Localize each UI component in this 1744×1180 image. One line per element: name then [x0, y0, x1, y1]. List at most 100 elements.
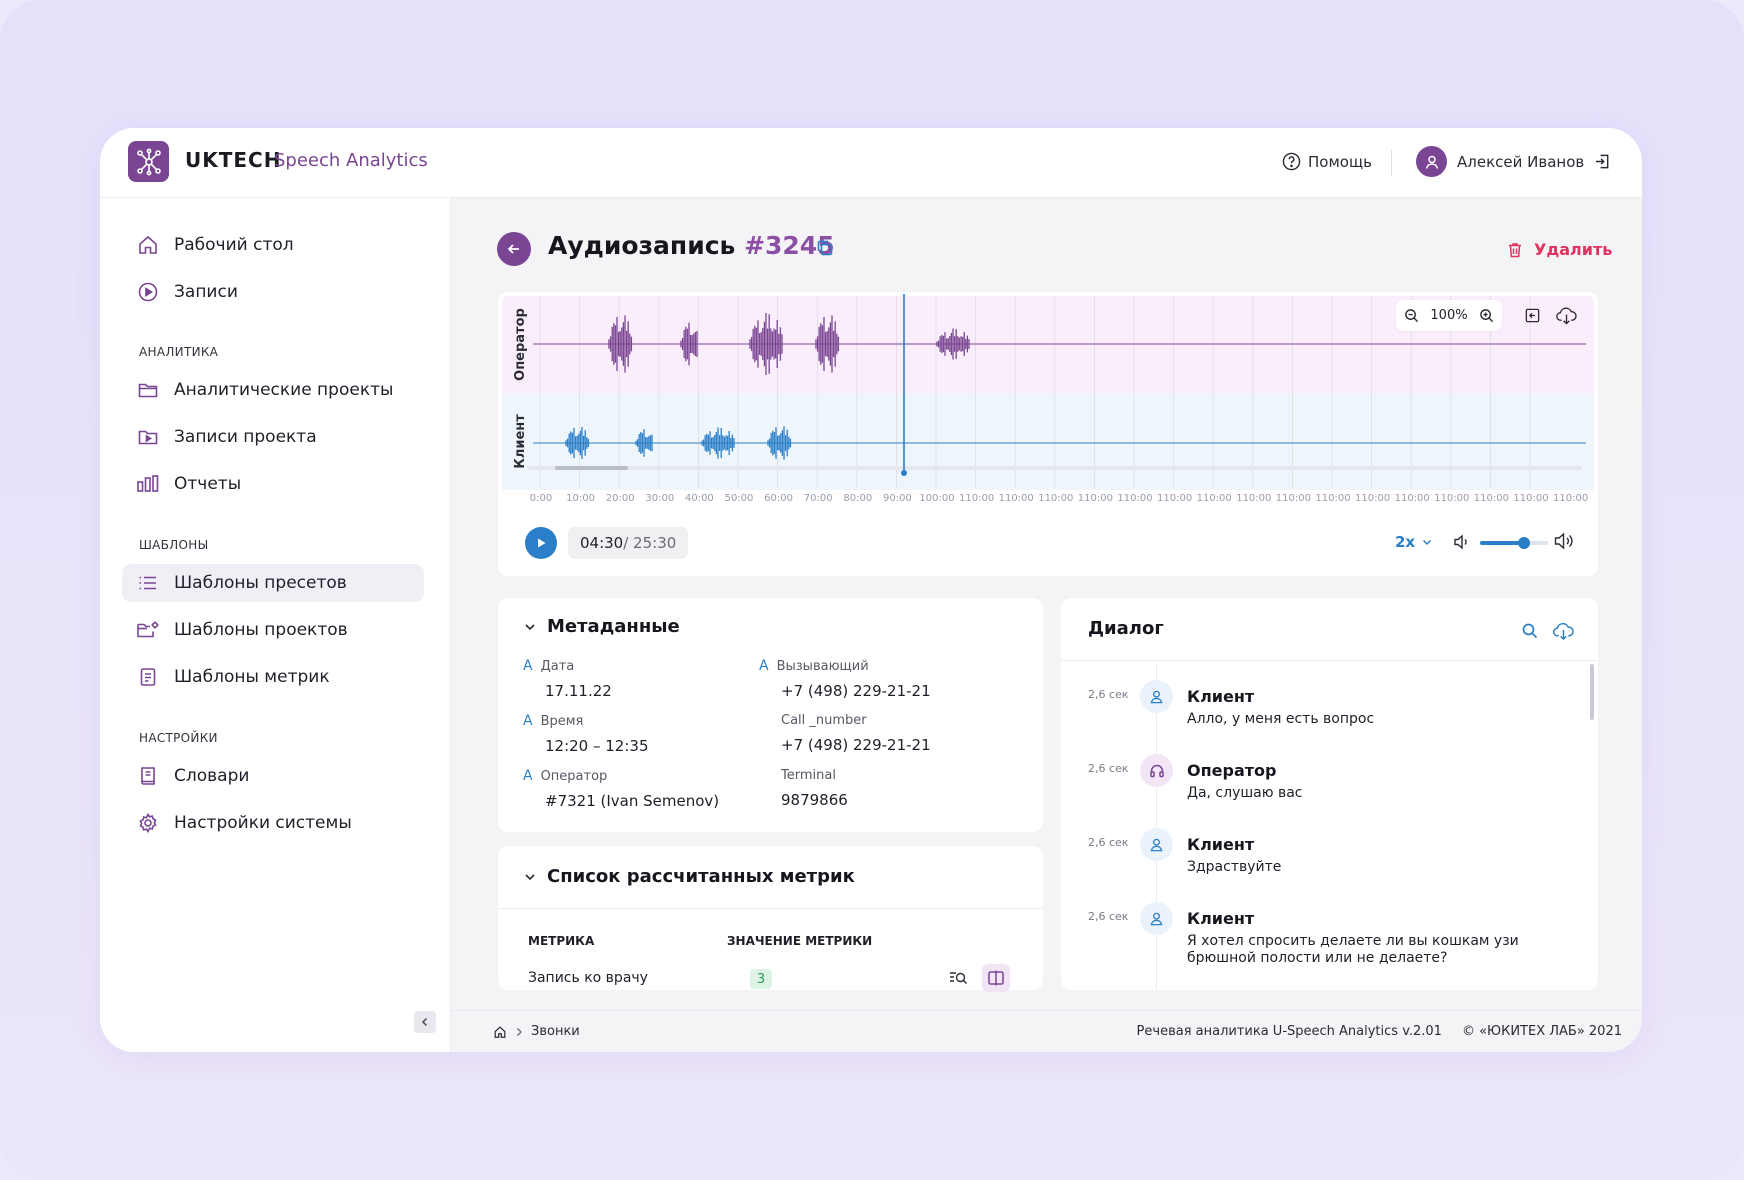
breadcrumb-current[interactable]: Звонки — [531, 1024, 580, 1039]
home-icon — [136, 233, 160, 257]
zoom-level: 100% — [1430, 308, 1468, 323]
help-link[interactable]: Помощь — [1282, 152, 1372, 171]
dialog-message[interactable]: 2,6 сек Клиент Я хотел спросить делаете … — [1061, 895, 1581, 969]
sidebar-item-analytic-projects[interactable]: Аналитические проекты — [122, 371, 424, 409]
back-button[interactable] — [497, 232, 531, 266]
total-time: / 25:30 — [623, 534, 677, 552]
top-header: UKTECH Speech Analytics Помощь Алексей И… — [100, 128, 1642, 198]
sidebar-item-label: Рабочий стол — [174, 235, 294, 255]
sidebar-collapse-button[interactable] — [414, 1011, 436, 1033]
waveform-burst — [936, 328, 970, 360]
sidebar-item-preset-templates[interactable]: Шаблоны пресетов — [122, 564, 424, 602]
time-tick: 110:00 — [1513, 493, 1549, 504]
copy-icon[interactable] — [815, 238, 835, 262]
client-avatar-icon — [1140, 680, 1173, 713]
chevron-down-icon — [1423, 539, 1432, 546]
sidebar-item-label: Отчеты — [174, 474, 242, 494]
chevron-right-icon — [517, 1027, 522, 1036]
waveform-burst — [680, 322, 698, 366]
message-time: 2,6 сек — [1088, 762, 1129, 775]
search-icon[interactable] — [1521, 622, 1539, 644]
main-content: Аудиозапись #3245 Удалить Оператор Клиен… — [451, 198, 1642, 1010]
dialog-message[interactable]: 2,6 сек Клиент Алло, у меня есть вопрос — [1061, 673, 1581, 747]
attribute-icon: A — [523, 768, 533, 784]
message-text: Я хотел спросить делаете ли вы кошкам уз… — [1187, 933, 1519, 966]
waveform-scroll-track — [528, 466, 1582, 470]
delete-label: Удалить — [1534, 240, 1613, 259]
meta-field-operator: A Оператор #7321 (Ivan Semenov) — [523, 768, 720, 810]
sidebar-item-reports[interactable]: Отчеты — [122, 465, 424, 503]
attribute-icon: A — [759, 658, 769, 674]
meta-field-terminal: Terminal 9879866 — [781, 768, 848, 809]
play-icon — [538, 538, 546, 548]
metric-value-badge: 3 — [750, 969, 772, 989]
metadata-header[interactable]: Метаданные — [523, 616, 680, 637]
bar-chart-icon — [136, 472, 160, 496]
dialog-message[interactable]: 2,6 сек Оператор Да, слушаю вас — [1061, 747, 1581, 821]
section-title-settings: НАСТРОЙКИ — [139, 731, 218, 745]
sidebar-item-records[interactable]: Записи — [122, 273, 424, 311]
volume-low-icon[interactable] — [1452, 532, 1472, 556]
meta-field-call-number: Call _number +7 (498) 229-21-21 — [781, 713, 931, 754]
time-tick: 110:00 — [1434, 493, 1470, 504]
sidebar-item-dictionaries[interactable]: Словари — [122, 757, 424, 795]
user-menu[interactable]: Алексей Иванов — [1416, 146, 1611, 177]
page-title: Аудиозапись #3245 — [548, 231, 835, 260]
sidebar-item-label: Записи — [174, 282, 238, 302]
cloud-download-icon[interactable] — [1555, 304, 1577, 326]
client-avatar-icon — [1140, 828, 1173, 861]
speed-select[interactable]: 2x — [1395, 533, 1433, 551]
time-tick: 50:00 — [724, 493, 754, 504]
footer: Звонки Речевая аналитика U-Speech Analyt… — [451, 1010, 1642, 1052]
dialog-title: Диалог — [1088, 618, 1164, 639]
metric-compare-button[interactable] — [982, 964, 1010, 992]
column-header-metric: МЕТРИКА — [528, 934, 595, 948]
time-tick: 70:00 — [803, 493, 833, 504]
column-header-value: ЗНАЧЕНИЕ МЕТРИКИ — [727, 934, 873, 948]
delete-button[interactable]: Удалить — [1506, 240, 1612, 259]
waveform-canvas[interactable] — [498, 292, 1598, 492]
dialog-download-icon[interactable] — [1553, 621, 1574, 645]
dialog-scrollbar[interactable] — [1590, 664, 1594, 720]
time-tick: 110:00 — [1196, 493, 1232, 504]
sidebar-item-label: Шаблоны пресетов — [174, 573, 347, 593]
zoom-in-icon[interactable] — [1479, 308, 1494, 323]
attribute-icon: A — [523, 713, 533, 729]
home-icon[interactable] — [493, 1025, 507, 1039]
time-tick: 30:00 — [645, 493, 675, 504]
volume-slider[interactable] — [1480, 537, 1548, 549]
dialog-message[interactable]: 2,6 сек Клиент Здраствуйте — [1061, 821, 1581, 895]
fit-view-icon[interactable] — [1521, 304, 1543, 326]
time-tick: 80:00 — [843, 493, 873, 504]
sidebar-item-desktop[interactable]: Рабочий стол — [122, 226, 424, 264]
logo-icon[interactable] — [128, 141, 169, 182]
meta-field-time: A Время 12:20 – 12:35 — [523, 713, 649, 755]
split-view-icon — [988, 970, 1004, 986]
folder-play-icon — [136, 425, 160, 449]
message-speaker: Клиент — [1187, 909, 1255, 928]
timeline-line — [1156, 664, 1157, 990]
sidebar-item-project-records[interactable]: Записи проекта — [122, 418, 424, 456]
volume-knob[interactable] — [1518, 537, 1531, 549]
attribute-icon: A — [523, 658, 533, 674]
metadata-title: Метаданные — [547, 616, 680, 637]
metric-search-button[interactable] — [944, 964, 972, 992]
folder-gear-icon — [136, 618, 160, 642]
logout-icon[interactable] — [1594, 153, 1611, 170]
gear-icon — [136, 811, 160, 835]
volume-high-icon[interactable] — [1553, 530, 1577, 556]
user-name: Алексей Иванов — [1457, 152, 1585, 171]
sidebar-item-label: Записи проекта — [174, 427, 317, 447]
play-button[interactable] — [525, 527, 557, 559]
client-track[interactable]: Клиент — [502, 393, 1594, 490]
metrics-header[interactable]: Список рассчитанных метрик — [523, 866, 855, 887]
sidebar-item-metric-templates[interactable]: Шаблоны метрик — [122, 658, 424, 696]
sidebar-item-project-templates[interactable]: Шаблоны проектов — [122, 611, 424, 649]
sidebar-item-system-settings[interactable]: Настройки системы — [122, 804, 424, 842]
speed-value: 2x — [1395, 533, 1416, 551]
book-icon — [136, 764, 160, 788]
zoom-out-icon[interactable] — [1404, 308, 1419, 323]
time-tick: 110:00 — [1236, 493, 1272, 504]
time-tick: 110:00 — [1038, 493, 1074, 504]
